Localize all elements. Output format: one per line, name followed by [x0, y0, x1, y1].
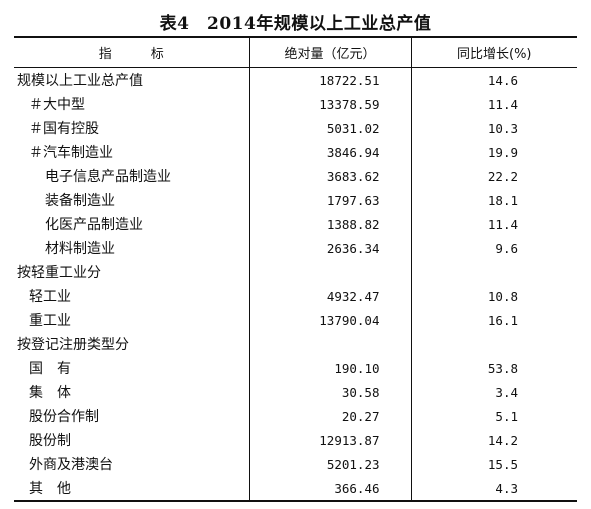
table-header-row: 指 标 绝对量（亿元） 同比增长(%) [14, 36, 577, 68]
row-absolute-value: 5031.02 [248, 116, 411, 140]
table-row: 其 他 366.46 4.3 [14, 476, 577, 502]
row-growth-rate: 4.3 [410, 476, 577, 502]
table-row: ＃汽车制造业 3846.94 19.9 [14, 140, 577, 164]
row-indicator: 集 体 [29, 385, 71, 401]
table-row: 集 体 30.58 3.4 [14, 380, 577, 404]
row-absolute-value: 3846.94 [248, 140, 411, 164]
table-row: 规模以上工业总产值 18722.51 14.6 [14, 67, 577, 92]
row-growth-rate: 15.5 [410, 452, 577, 476]
row-absolute-value [248, 260, 411, 284]
table-row: 装备制造业 1797.63 18.1 [14, 188, 577, 212]
table-row: 按登记注册类型分 [14, 332, 577, 356]
row-growth-rate: 11.4 [410, 212, 577, 236]
row-growth-rate: 3.4 [410, 380, 577, 404]
row-indicator: 材料制造业 [45, 241, 115, 257]
row-absolute-value [248, 332, 411, 356]
row-growth-rate: 53.8 [410, 356, 577, 380]
row-growth-rate: 18.1 [410, 188, 577, 212]
row-growth-rate: 14.6 [410, 67, 577, 92]
row-indicator: ＃国有控股 [29, 121, 99, 137]
table-title: 表4 2014年规模以上工业总产值 [159, 14, 432, 34]
row-absolute-value: 18722.51 [248, 67, 411, 92]
row-indicator: ＃汽车制造业 [29, 145, 113, 161]
row-indicator: 按轻重工业分 [17, 265, 101, 281]
row-indicator: 股份合作制 [29, 409, 99, 425]
table-row: ＃大中型 13378.59 11.4 [14, 92, 577, 116]
table-row: 重工业 13790.04 16.1 [14, 308, 577, 332]
row-growth-rate [410, 260, 577, 284]
row-indicator: 轻工业 [29, 289, 71, 305]
row-growth-rate: 10.8 [410, 284, 577, 308]
table-row: 股份合作制 20.27 5.1 [14, 404, 577, 428]
row-absolute-value: 1797.63 [248, 188, 411, 212]
row-growth-rate: 10.3 [410, 116, 577, 140]
table-row: 外商及港澳台 5201.23 15.5 [14, 452, 577, 476]
row-indicator: 股份制 [29, 433, 71, 449]
row-indicator: 规模以上工业总产值 [17, 73, 143, 89]
row-indicator: 国 有 [29, 361, 71, 377]
table-body: 规模以上工业总产值 18722.51 14.6 ＃大中型 13378.59 11.4 ＃国有… [14, 67, 577, 502]
row-growth-rate: 14.2 [410, 428, 577, 452]
table-row: 股份制 12913.87 14.2 [14, 428, 577, 452]
table-row: 化医产品制造业 1388.82 11.4 [14, 212, 577, 236]
row-absolute-value: 20.27 [248, 404, 411, 428]
row-growth-rate [410, 332, 577, 356]
row-absolute-value: 366.46 [248, 476, 411, 502]
row-absolute-value: 1388.82 [248, 212, 411, 236]
row-absolute-value: 2636.34 [248, 236, 411, 260]
row-indicator: 电子信息产品制造业 [45, 169, 171, 185]
table-row: 按轻重工业分 [14, 260, 577, 284]
row-indicator: 装备制造业 [45, 193, 115, 209]
table-row: ＃国有控股 5031.02 10.3 [14, 116, 577, 140]
row-indicator: 重工业 [29, 313, 71, 329]
row-absolute-value: 4932.47 [248, 284, 411, 308]
row-indicator: 化医产品制造业 [45, 217, 143, 233]
table-row: 材料制造业 2636.34 9.6 [14, 236, 577, 260]
table-row: 轻工业 4932.47 10.8 [14, 284, 577, 308]
row-absolute-value: 3683.62 [248, 164, 411, 188]
row-growth-rate: 11.4 [410, 92, 577, 116]
row-indicator: ＃大中型 [29, 97, 85, 113]
row-growth-rate: 19.9 [410, 140, 577, 164]
row-absolute-value: 13790.04 [248, 308, 411, 332]
header-growth: 同比增长(%) [410, 36, 577, 68]
table-row: 国 有 190.10 53.8 [14, 356, 577, 380]
row-absolute-value: 5201.23 [248, 452, 411, 476]
table-row: 电子信息产品制造业 3683.62 22.2 [14, 164, 577, 188]
row-indicator: 其 他 [14, 476, 249, 502]
row-growth-rate: 9.6 [410, 236, 577, 260]
header-indicator: 指 标 [14, 36, 249, 68]
row-absolute-value: 12913.87 [248, 428, 411, 452]
row-growth-rate: 5.1 [410, 404, 577, 428]
row-absolute-value: 13378.59 [248, 92, 411, 116]
row-indicator: 按登记注册类型分 [17, 337, 129, 353]
row-growth-rate: 22.2 [410, 164, 577, 188]
row-absolute-value: 30.58 [248, 380, 411, 404]
row-growth-rate: 16.1 [410, 308, 577, 332]
industrial-output-table: 指 标 绝对量（亿元） 同比增长(%) 规模以上工业总产值 18722.51 14.… [14, 36, 577, 502]
row-absolute-value: 190.10 [248, 356, 411, 380]
header-absolute: 绝对量（亿元） [248, 36, 411, 68]
row-indicator: 外商及港澳台 [29, 457, 113, 473]
